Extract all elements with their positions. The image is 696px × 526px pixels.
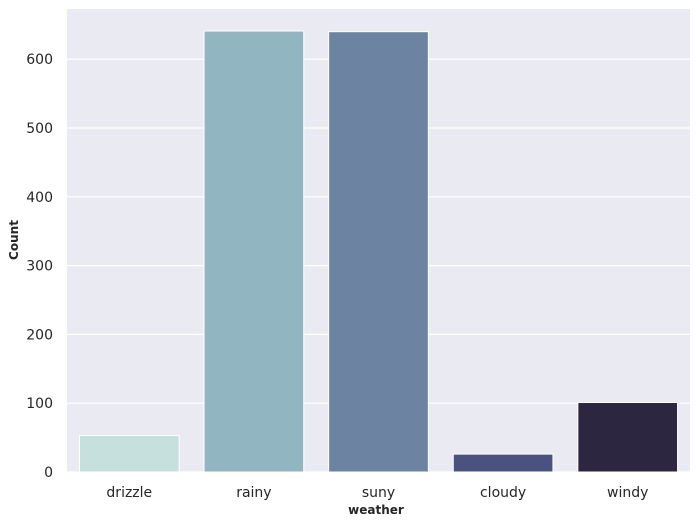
bar-cloudy <box>452 453 554 473</box>
y-tick-label: 0 <box>44 465 53 481</box>
y-tick-label: 100 <box>26 396 53 412</box>
y-axis-label: Count <box>7 220 21 260</box>
y-axis-ticks: 0 100 200 300 400 500 600 <box>26 52 53 481</box>
x-axis-ticks: drizzle rainy suny cloudy windy <box>106 485 648 501</box>
bar-windy <box>577 402 679 473</box>
y-tick-label: 400 <box>26 190 53 206</box>
bar-rainy <box>203 30 305 473</box>
bars <box>78 30 679 473</box>
x-tick-label: suny <box>362 485 395 501</box>
y-tick-label: 300 <box>26 259 53 275</box>
x-tick-label: windy <box>607 485 648 501</box>
bar-drizzle <box>78 435 180 473</box>
x-tick-label: cloudy <box>480 485 526 501</box>
y-tick-label: 200 <box>26 327 53 343</box>
x-tick-label: drizzle <box>106 485 152 501</box>
y-tick-label: 500 <box>26 121 53 137</box>
y-tick-label: 600 <box>26 52 53 68</box>
x-axis-label: weather <box>348 503 404 517</box>
bar-suny <box>328 31 429 473</box>
x-tick-label: rainy <box>236 485 271 501</box>
